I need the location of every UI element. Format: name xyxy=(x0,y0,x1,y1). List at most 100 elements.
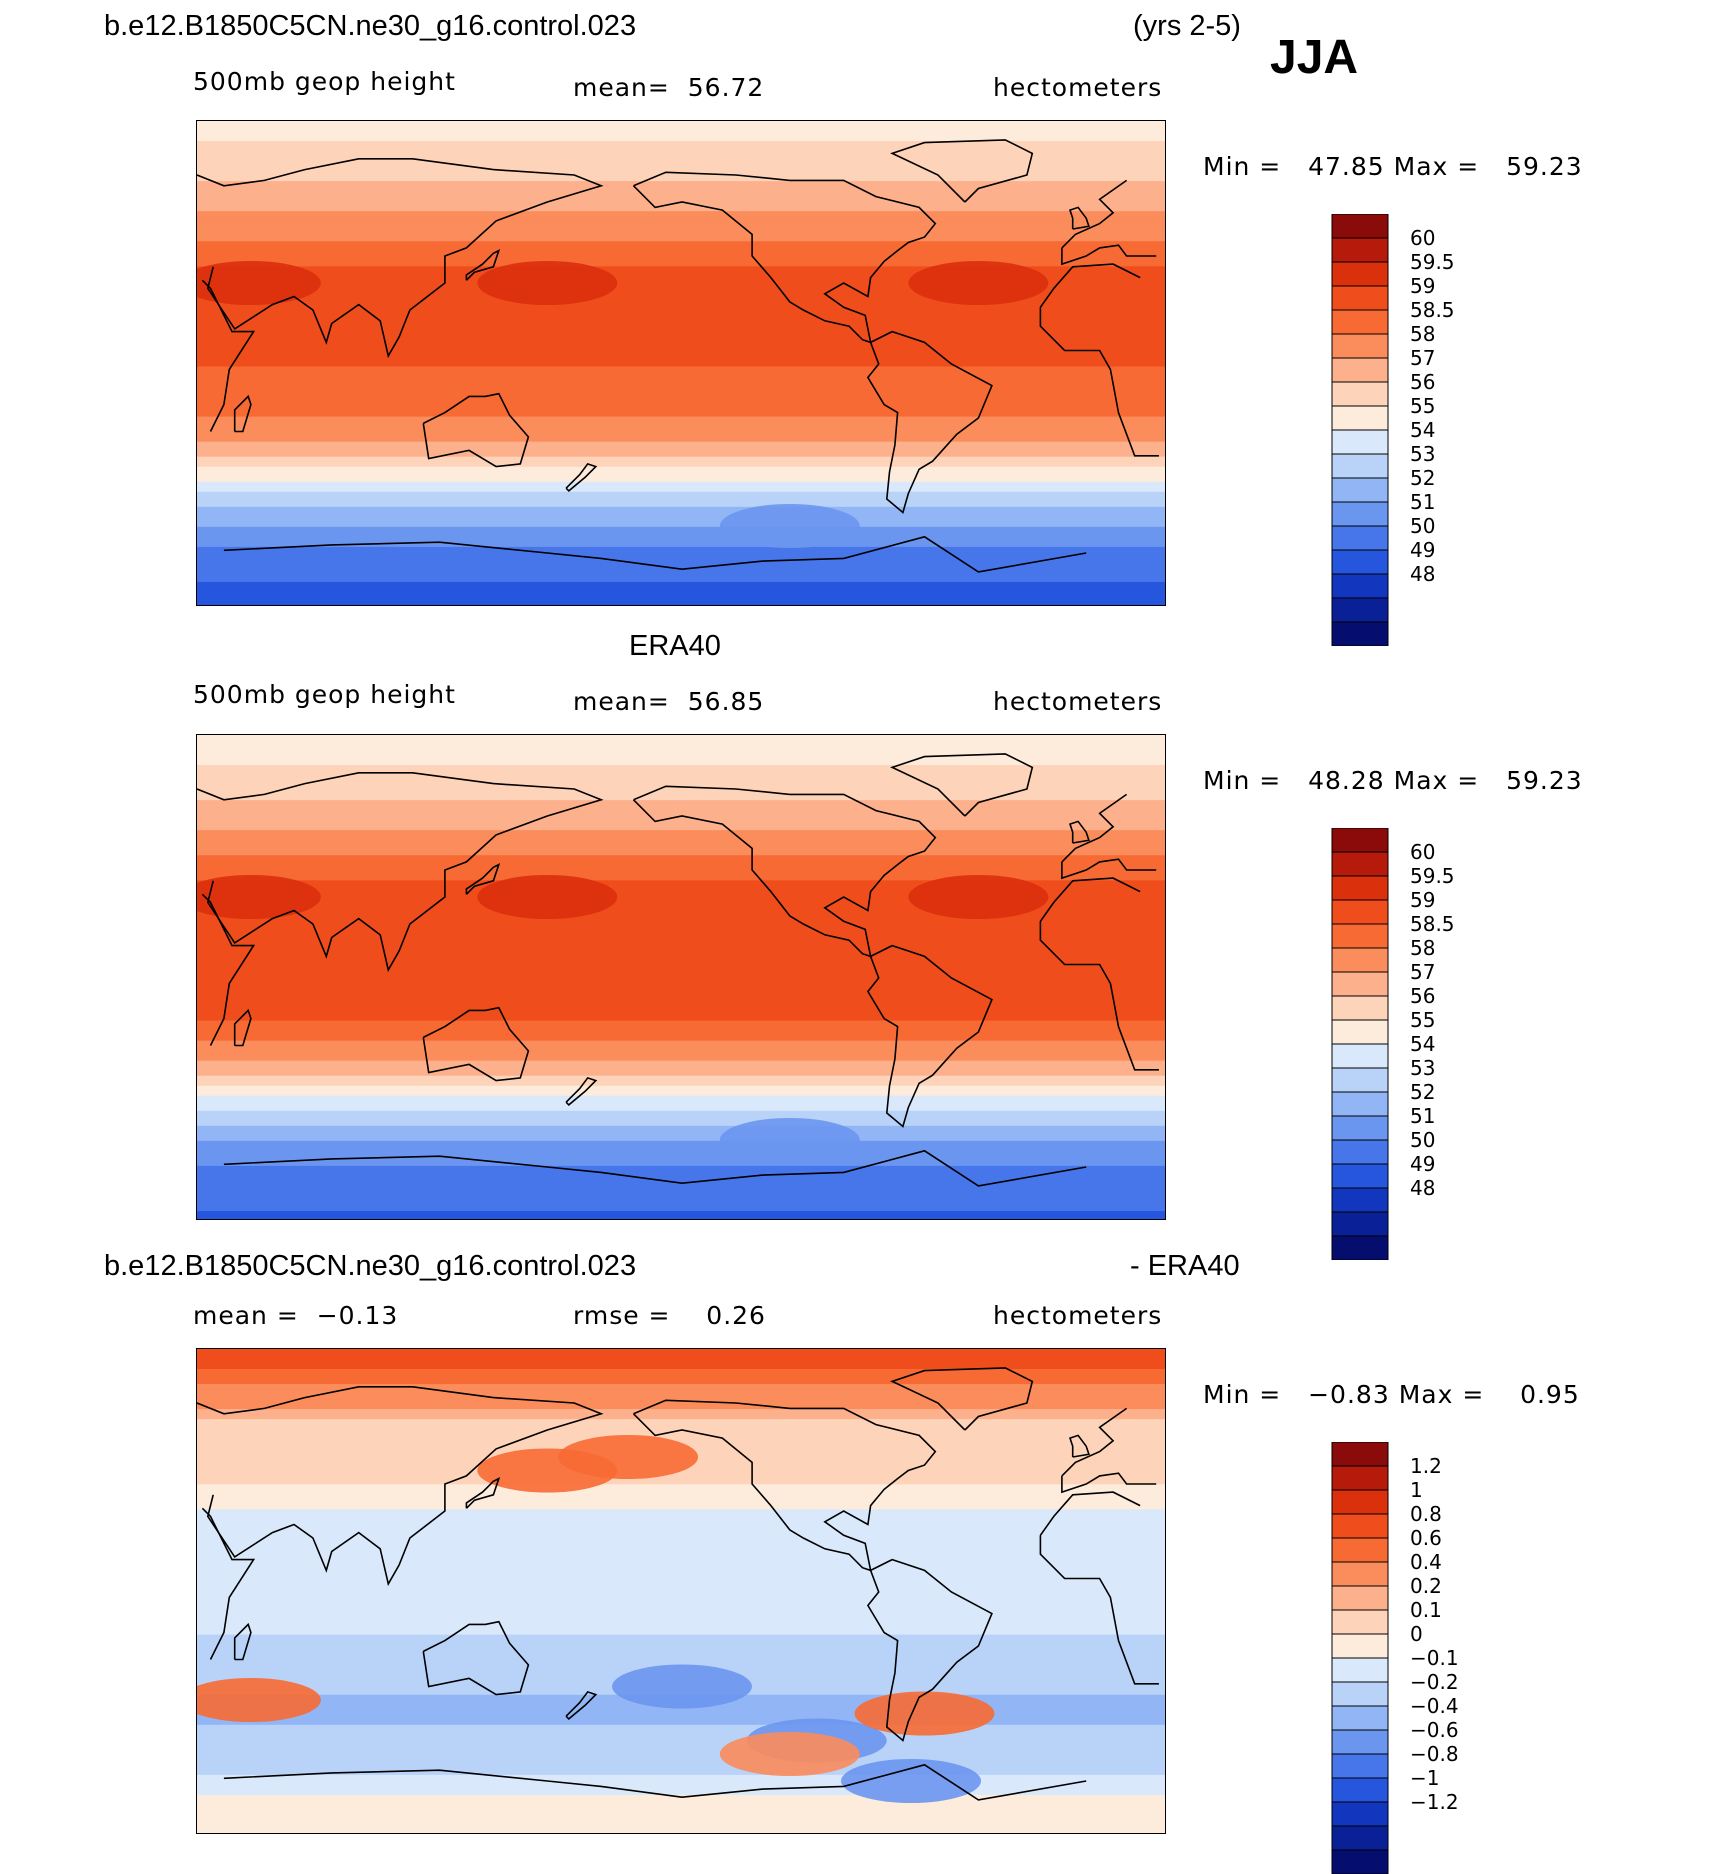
field-band xyxy=(197,1055,1165,1062)
field-band xyxy=(197,1769,1165,1776)
colorbar-swatch xyxy=(1331,1681,1389,1707)
coastline xyxy=(223,535,1087,573)
field-band xyxy=(197,940,1165,947)
field-band xyxy=(197,1399,1165,1405)
field-band xyxy=(197,1080,1165,1087)
field-band xyxy=(197,805,1165,811)
field-anomaly xyxy=(854,1691,995,1736)
colorbar-swatch xyxy=(1331,1091,1389,1117)
field-band xyxy=(197,890,1165,896)
field-band xyxy=(197,151,1165,157)
field-band xyxy=(197,436,1165,443)
rmse-value: 0.26 xyxy=(706,1301,766,1330)
field-band xyxy=(197,1759,1165,1766)
field-band xyxy=(197,591,1165,598)
field-band xyxy=(197,1479,1165,1485)
coastline xyxy=(1068,820,1090,844)
coastline xyxy=(565,1690,598,1720)
colorbar-tick-label: 51 xyxy=(1410,1104,1436,1128)
field-band xyxy=(197,1749,1165,1756)
field-band xyxy=(197,1140,1165,1147)
colorbar-swatch xyxy=(1331,1442,1389,1467)
map-obs xyxy=(196,734,1166,1220)
map-diff-field xyxy=(197,1349,1165,1833)
field-band xyxy=(197,1145,1165,1152)
field-band xyxy=(197,1784,1165,1791)
colorbar-swatch xyxy=(1331,237,1389,263)
colorbar-tick-label: 50 xyxy=(1410,514,1436,538)
field-band xyxy=(197,526,1165,533)
field-band xyxy=(197,880,1165,886)
coastline xyxy=(233,1008,252,1047)
field-band xyxy=(197,1474,1165,1480)
field-band xyxy=(197,1015,1165,1022)
colorbar-swatch xyxy=(1331,1657,1389,1683)
field-band xyxy=(197,980,1165,987)
colorbar-tick-label: 48 xyxy=(1410,562,1436,586)
field-band xyxy=(197,426,1165,433)
colorbar-swatch xyxy=(1331,1561,1389,1587)
field-band xyxy=(197,1524,1165,1530)
field-band xyxy=(197,1429,1165,1435)
field-band xyxy=(197,1349,1165,1355)
colorbar-swatch xyxy=(1331,381,1389,407)
field-band xyxy=(197,521,1165,528)
field-band xyxy=(197,421,1165,428)
colorbar-swatch xyxy=(1331,621,1389,646)
colorbar-tick-label: −0.4 xyxy=(1410,1694,1459,1718)
field-band xyxy=(197,581,1165,588)
colorbar-swatch xyxy=(1331,549,1389,575)
colorbar-tick-label: 58 xyxy=(1410,322,1436,346)
field-band xyxy=(197,331,1165,338)
field-band xyxy=(197,1584,1165,1591)
colorbar-tick-label: 53 xyxy=(1410,442,1436,466)
field-band xyxy=(197,1809,1165,1816)
field-band xyxy=(197,246,1165,252)
field-band xyxy=(197,596,1165,603)
field-band xyxy=(197,401,1165,408)
panel-title-era40: ERA40 xyxy=(629,630,721,662)
field-band xyxy=(197,975,1165,982)
field-band xyxy=(197,770,1165,776)
field-band xyxy=(197,486,1165,493)
field-band xyxy=(197,1659,1165,1666)
field-band xyxy=(197,1559,1165,1566)
coastline xyxy=(1068,1434,1090,1458)
field-label: 500mb geop height xyxy=(193,680,456,709)
field-band xyxy=(197,406,1165,413)
colorbar-swatch xyxy=(1331,405,1389,431)
field-band xyxy=(197,780,1165,786)
field-band xyxy=(197,850,1165,856)
colorbar-tick-label: 49 xyxy=(1410,538,1436,562)
field-band xyxy=(197,286,1165,292)
colorbar-tick-label: 51 xyxy=(1410,490,1436,514)
field-band xyxy=(197,1205,1165,1212)
field-band xyxy=(197,1359,1165,1365)
mean-label: mean= 56.72 xyxy=(573,73,765,102)
field-band xyxy=(197,900,1165,906)
field-band xyxy=(197,1439,1165,1445)
field-band xyxy=(197,1394,1165,1400)
field-band xyxy=(197,361,1165,368)
colorbar-swatch xyxy=(1331,1633,1389,1659)
field-band xyxy=(197,855,1165,861)
field-band xyxy=(197,456,1165,463)
field-band xyxy=(197,1574,1165,1581)
colorbar-tick-label: 57 xyxy=(1410,346,1436,370)
field-anomaly xyxy=(908,875,1049,919)
field-band xyxy=(197,865,1165,871)
colorbar-tick-label: −0.8 xyxy=(1410,1742,1459,1766)
coastline xyxy=(197,772,1157,973)
field-band xyxy=(197,1514,1165,1520)
colorbar-swatch xyxy=(1331,851,1389,877)
colorbar-swatch xyxy=(1331,1139,1389,1165)
colorbar-swatch xyxy=(1331,285,1389,311)
field-band xyxy=(197,1200,1165,1207)
field-band xyxy=(197,970,1165,977)
field-band xyxy=(197,740,1165,746)
colorbar-swatch xyxy=(1331,1849,1389,1874)
field-label: 500mb geop height xyxy=(193,67,456,96)
field-band xyxy=(197,1634,1165,1641)
field-band xyxy=(197,790,1165,796)
field-anomaly xyxy=(719,1732,860,1776)
